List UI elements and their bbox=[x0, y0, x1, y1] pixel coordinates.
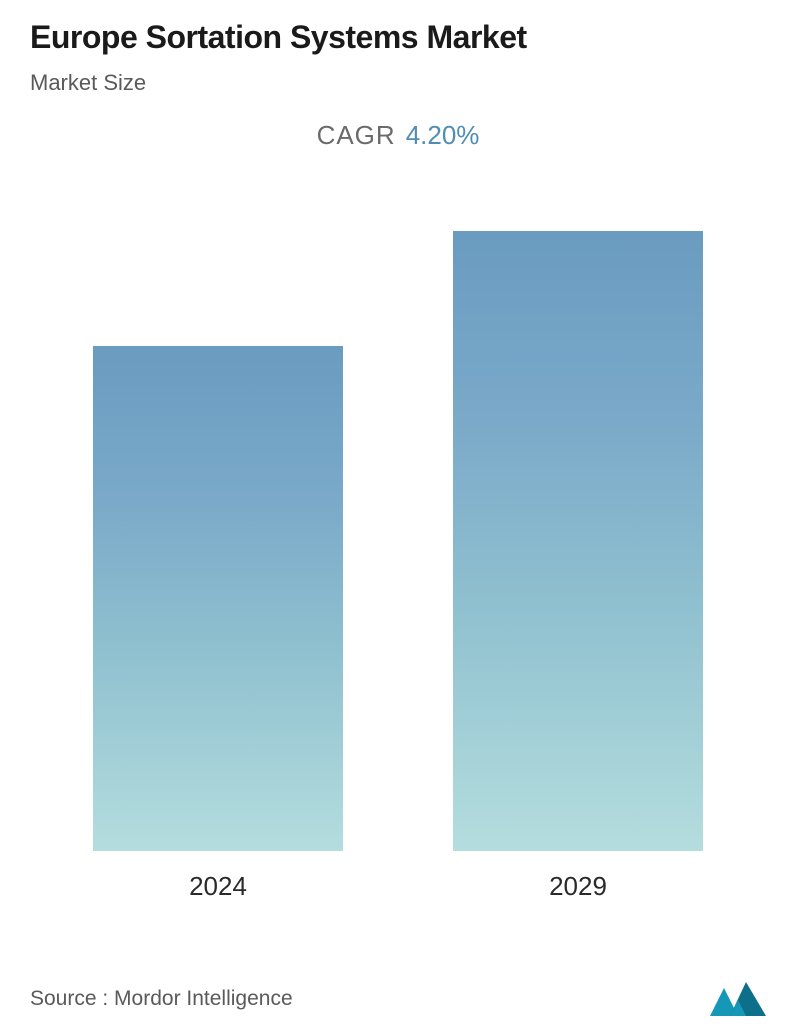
bars-group bbox=[30, 191, 766, 851]
x-axis-labels: 2024 2029 bbox=[30, 861, 766, 911]
mordor-logo-icon bbox=[710, 982, 766, 1016]
bar-2024 bbox=[93, 346, 343, 851]
chart-container: Europe Sortation Systems Market Market S… bbox=[0, 0, 796, 1034]
cagr-row: CAGR 4.20% bbox=[30, 120, 766, 151]
chart-title: Europe Sortation Systems Market bbox=[30, 18, 766, 56]
x-label-0: 2024 bbox=[93, 861, 343, 911]
source-text: Source : Mordor Intelligence bbox=[30, 987, 293, 1011]
x-label-1: 2029 bbox=[453, 861, 703, 911]
footer: Source : Mordor Intelligence bbox=[30, 982, 766, 1016]
cagr-value: 4.20% bbox=[406, 120, 480, 150]
bar-2029 bbox=[453, 231, 703, 851]
cagr-label: CAGR bbox=[317, 120, 396, 150]
bar-chart: 2024 2029 bbox=[30, 191, 766, 911]
chart-subtitle: Market Size bbox=[30, 70, 766, 96]
